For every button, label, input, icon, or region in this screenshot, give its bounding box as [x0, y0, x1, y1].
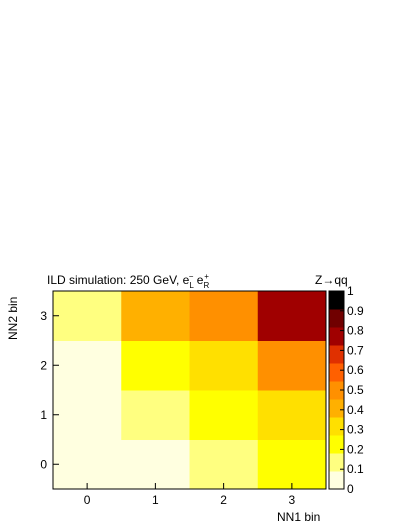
heatmap-cell — [257, 439, 327, 490]
heatmap-cell — [53, 439, 122, 490]
heatmap-cell — [257, 291, 327, 341]
x-tick-label: 2 — [220, 493, 227, 507]
x-tick-label: 1 — [152, 493, 159, 507]
colorbar-segment — [329, 471, 344, 490]
y-tick-label: 1 — [40, 408, 47, 422]
heatmap-cell — [257, 340, 327, 391]
heatmap-cell — [53, 390, 122, 440]
colorbar-tick-label: 0.6 — [347, 363, 364, 377]
colorbar-segment — [329, 309, 344, 328]
colorbar-tick-label: 0.4 — [347, 403, 364, 417]
heatmap-cell — [189, 439, 259, 490]
heatmap-cell — [53, 291, 122, 341]
y-axis-ticks: 0 1 2 3 — [40, 309, 59, 471]
heatmap-cell — [257, 390, 327, 440]
colorbar-tick-label: 0.8 — [347, 324, 364, 338]
colorbar-segment — [329, 363, 344, 382]
colorbar-tick-label: 0 — [347, 482, 354, 496]
heatmap-cell — [121, 291, 190, 341]
colorbar-segment — [329, 381, 344, 400]
colorbar-segment — [329, 453, 344, 472]
heatmap-cell — [53, 340, 122, 391]
heatmap-cell — [189, 291, 259, 341]
colorbar-tick-label: 0.1 — [347, 462, 364, 476]
colorbar-tick-label: 0.2 — [347, 442, 364, 456]
heatmap-cell — [121, 340, 190, 391]
colorbar-segment — [329, 345, 344, 364]
x-axis-label: NN1 bin — [277, 510, 320, 524]
x-tick-label: 3 — [289, 493, 296, 507]
heatmap-cells — [53, 291, 327, 490]
heatmap-cell — [121, 390, 190, 440]
colorbar-segment — [329, 399, 344, 418]
colorbar-tick-label: 1 — [347, 284, 354, 298]
heatmap-cell — [121, 439, 190, 490]
chart-annotation: Z→qq — [315, 273, 348, 287]
x-tick-label: 0 — [84, 493, 91, 507]
plot-frame — [52, 290, 327, 490]
colorbar-segment — [329, 327, 344, 346]
chart-title: ILD simulation: 250 GeV, eL− eR+ — [47, 272, 209, 290]
colorbar-segment — [329, 417, 344, 436]
colorbar-tick-label: 0.3 — [347, 423, 364, 437]
colorbar-segment — [329, 291, 344, 310]
y-tick-label: 2 — [40, 358, 47, 372]
y-tick-label: 3 — [40, 309, 47, 323]
heatmap-cell — [189, 390, 259, 440]
colorbar-tick-label: 0.5 — [347, 383, 364, 397]
y-tick-label: 0 — [40, 457, 47, 471]
colorbar-tick-label: 0.7 — [347, 343, 364, 357]
y-axis-label: NN2 bin — [6, 297, 20, 340]
colorbar: 0 0.1 0.2 0.3 0.4 0.5 0.6 0.7 0.8 0.9 1 — [328, 284, 364, 496]
heatmap-cell — [189, 340, 259, 391]
colorbar-tick-label: 0.9 — [347, 304, 364, 318]
colorbar-segment — [329, 435, 344, 454]
x-axis-ticks: 0 1 2 3 — [84, 483, 296, 507]
